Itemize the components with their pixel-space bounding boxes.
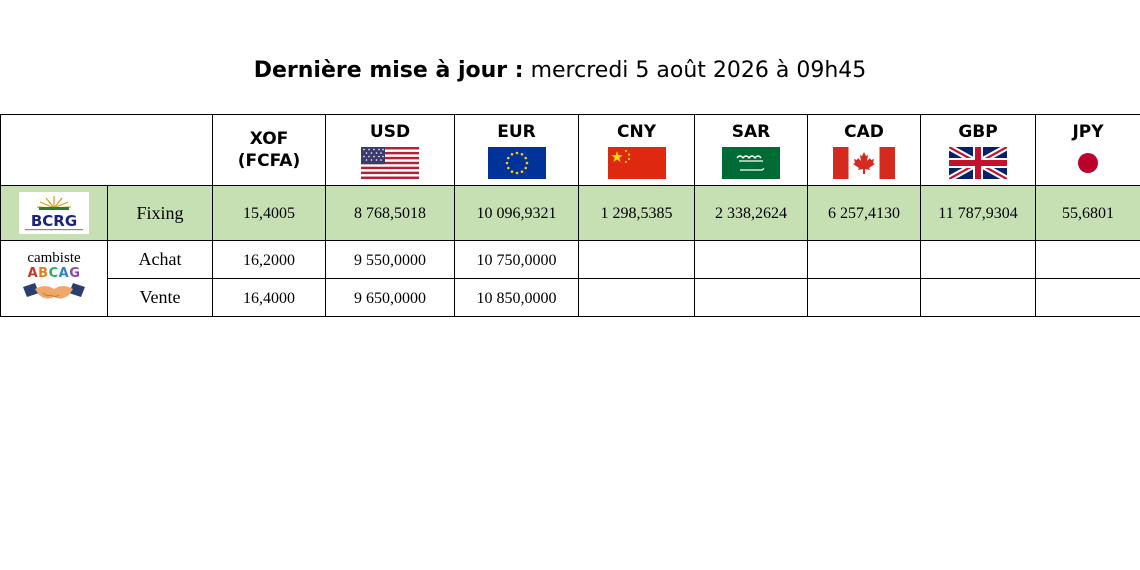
header-eur: EUR (454, 114, 579, 186)
vente-jpy (1035, 278, 1140, 317)
achat-cad (807, 240, 921, 279)
achat-jpy (1035, 240, 1140, 279)
fixing-value: 2 338,2624 (715, 205, 787, 222)
bcrg-logo: BCRG (19, 192, 89, 234)
header-jpy: JPY (1035, 114, 1140, 186)
vente-xof: 16,4000 (212, 278, 326, 317)
fixing-row: BCRG Fixing 15,4005 8 768,5018 10 096,93… (0, 185, 1140, 241)
fixing-cny: 1 298,5385 (578, 185, 695, 241)
currency-code-xof: XOF (249, 129, 289, 149)
fixing-label: Fixing (136, 202, 184, 223)
achat-label-cell: Achat (107, 240, 213, 279)
achat-cny (578, 240, 695, 279)
abcag-brand: ABCAG (27, 265, 81, 281)
title-label: Dernière mise à jour : (253, 58, 524, 83)
fixing-jpy: 55,6801 (1035, 185, 1140, 241)
achat-value: 16,2000 (243, 251, 295, 269)
vente-eur: 10 850,0000 (454, 278, 579, 317)
achat-row: cambiste ABCAG Achat 16,2000 9 550,0000 … (0, 240, 1140, 317)
achat-sar (694, 240, 808, 279)
fixing-label-cell: Fixing (107, 185, 213, 241)
vente-label: Vente (139, 287, 181, 307)
fixing-xof: 15,4005 (212, 185, 326, 241)
currency-code-jpy: JPY (1072, 122, 1104, 142)
fixing-sar: 2 338,2624 (694, 185, 808, 241)
table-header-row: XOF (FCFA) USD EUR (0, 114, 1140, 186)
fixing-gbp: 11 787,9304 (920, 185, 1036, 241)
achat-gbp (920, 240, 1036, 279)
bcrg-logo-text: BCRG (31, 212, 77, 230)
bcrg-emblem-icon: BCRG (19, 192, 89, 234)
vente-value: 9 650,0000 (354, 289, 426, 307)
abcag-logo-cell: cambiste ABCAG (0, 240, 108, 317)
vente-cad (807, 278, 921, 317)
fixing-value: 8 768,5018 (354, 205, 426, 222)
currency-code-usd: USD (369, 122, 411, 142)
vente-sar (694, 278, 808, 317)
currency-sub-xof: (FCFA) (237, 151, 301, 171)
vente-label-cell: Vente (107, 278, 213, 317)
fixing-value: 10 096,9321 (476, 205, 557, 222)
fixing-value: 6 257,4130 (828, 205, 900, 222)
exchange-rate-table: XOF (FCFA) USD EUR (0, 114, 1140, 317)
vente-usd: 9 650,0000 (325, 278, 455, 317)
saudi-flag-icon (722, 147, 780, 179)
fixing-value: 11 787,9304 (938, 205, 1018, 222)
header-cny: CNY (578, 114, 695, 186)
achat-xof: 16,2000 (212, 240, 326, 279)
fixing-eur: 10 096,9321 (454, 185, 579, 241)
fixing-value: 15,4005 (243, 205, 295, 222)
eu-flag-icon (487, 147, 546, 179)
header-gbp: GBP (920, 114, 1036, 186)
achat-usd: 9 550,0000 (325, 240, 455, 279)
bcrg-logo-cell: BCRG (0, 185, 108, 241)
cambiste-label: cambiste (27, 249, 81, 266)
vente-value: 10 850,0000 (476, 289, 557, 307)
header-empty-cell (0, 114, 213, 186)
handshake-icon (23, 282, 85, 299)
currency-code-cad: CAD (844, 122, 884, 142)
fixing-value: 55,6801 (1062, 205, 1114, 222)
us-flag-icon (361, 147, 419, 179)
abcag-logo: cambiste ABCAG (1, 250, 107, 308)
currency-code-sar: SAR (731, 122, 771, 142)
achat-value: 9 550,0000 (354, 251, 426, 269)
header-xof: XOF (FCFA) (212, 114, 326, 186)
achat-value: 10 750,0000 (476, 251, 557, 269)
vente-value: 16,4000 (243, 289, 295, 307)
currency-code-cny: CNY (616, 122, 656, 142)
header-sar: SAR (694, 114, 808, 186)
currency-code-eur: EUR (497, 122, 536, 142)
vente-gbp (920, 278, 1036, 317)
currency-code-gbp: GBP (958, 122, 998, 142)
header-cad: CAD (807, 114, 921, 186)
achat-eur: 10 750,0000 (454, 240, 579, 279)
vente-row: Vente 16,4000 9 650,0000 10 850,0000 (1, 278, 1140, 317)
achat-label: Achat (138, 249, 182, 269)
vente-cny (578, 278, 695, 317)
uk-flag-icon (949, 147, 1007, 179)
title-date: mercredi 5 août 2026 à 09h45 (530, 58, 867, 83)
header-usd: USD (325, 114, 455, 186)
fixing-cad: 6 257,4130 (807, 185, 921, 241)
fixing-value: 1 298,5385 (600, 205, 673, 222)
china-flag-icon (607, 147, 666, 179)
fixing-usd: 8 768,5018 (325, 185, 455, 241)
canada-flag-icon (833, 147, 895, 179)
page-title: Dernière mise à jour : mercredi 5 août 2… (0, 58, 1120, 83)
japan-flag-icon (1059, 147, 1117, 179)
